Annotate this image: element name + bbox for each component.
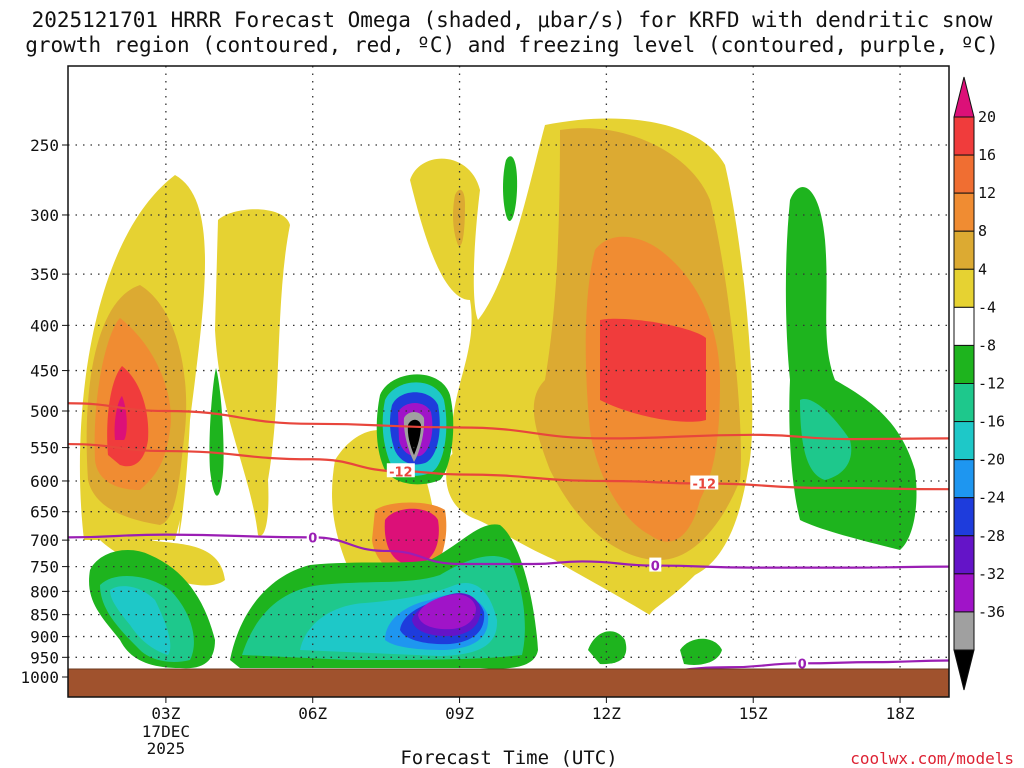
title-line-2: growth region (contoured, red, ºC) and f…	[25, 33, 999, 57]
omega-region-neg40-circle	[407, 419, 421, 455]
x-tick-label: 09Z	[445, 704, 474, 723]
contour-label: 0	[798, 657, 807, 672]
colorbar-swatch	[953, 383, 975, 423]
colorbar-label: 20	[978, 108, 996, 126]
colorbar-swatch	[953, 344, 975, 384]
colorbar-swatch	[953, 459, 975, 499]
x-tick-sublabel: 17DEC	[142, 722, 190, 741]
contour-line	[67, 402, 950, 441]
colorbar-label: -12	[978, 375, 1005, 393]
colorbar-label: -36	[978, 603, 1005, 621]
y-tick-label: 450	[30, 362, 59, 381]
y-tick-label: 350	[30, 265, 59, 284]
y-tick-label: 600	[30, 472, 59, 491]
contour-label: 0	[308, 531, 317, 546]
y-tick-label: 300	[30, 206, 59, 225]
y-tick-label: 400	[30, 316, 59, 335]
contour-line	[67, 533, 950, 569]
y-tick-label: 550	[30, 439, 59, 458]
colorbar-swatch	[953, 535, 975, 575]
contour-line	[67, 442, 950, 491]
colorbar-label: -28	[978, 527, 1005, 545]
colorbar-label: -20	[978, 451, 1005, 469]
colorbar-swatch	[953, 154, 975, 194]
colorbar: 20 16 12 8 4 -4 -8 -12 -16 -20 -24 -28 -32 -36	[953, 76, 1005, 691]
colorbar-label: -32	[978, 565, 1005, 583]
x-tick-label: 15Z	[739, 704, 768, 723]
omega-region-neg28-lower-center	[418, 594, 476, 630]
omega-region-neg4-col	[209, 368, 224, 496]
colorbar-label: -16	[978, 413, 1005, 431]
y-axis: 250 300 350 400 450 500 550 600 650 700 750 800 850 9…	[20, 136, 68, 687]
x-tick-label: 03Z	[151, 704, 180, 723]
contours: -12 -12 0 0 0	[67, 402, 950, 675]
colorbar-swatch	[953, 573, 975, 613]
y-tick-label: 700	[30, 531, 59, 550]
chart-title: 2025121701 HRRR Forecast Omega (shaded, …	[0, 8, 1024, 58]
omega-field	[79, 118, 917, 669]
colorbar-label: 4	[978, 260, 987, 278]
colorbar-swatch	[953, 116, 975, 156]
contour-label-bg	[306, 529, 319, 544]
omega-region-neg12-lower-left	[110, 586, 171, 655]
colorbar-swatch	[953, 497, 975, 537]
y-tick-label: 900	[30, 628, 59, 647]
contour-label-bg	[690, 475, 719, 490]
contour-label-bg	[386, 463, 415, 478]
colorbar-label: 12	[978, 184, 996, 202]
colorbar-swatch	[953, 230, 975, 270]
x-tick-sublabel: 2025	[147, 739, 186, 758]
colorbar-label: 16	[978, 146, 996, 164]
y-tick-label: 650	[30, 503, 59, 522]
contour-label: -12	[693, 478, 717, 493]
y-tick-label: 950	[30, 648, 59, 667]
omega-region-pos8-center	[453, 189, 465, 246]
colorbar-swatch	[953, 192, 975, 232]
colorbar-top-arrow	[953, 76, 975, 118]
omega-region-neg4-lower-right-a	[588, 631, 627, 665]
colorbar-swatch	[953, 421, 975, 461]
colorbar-label: 8	[978, 222, 987, 240]
ground-strip	[68, 669, 949, 697]
colorbar-label: -8	[978, 336, 996, 354]
colorbar-bottom-arrow	[953, 649, 975, 691]
x-tick-label: 06Z	[298, 704, 327, 723]
colorbar-swatch	[953, 268, 975, 308]
omega-region-neg4-lower-right-b	[680, 638, 722, 665]
y-tick-label: 800	[30, 582, 59, 601]
colorbar-label: -4	[978, 298, 996, 316]
contour-label-bg	[649, 557, 662, 572]
x-tick-label: 12Z	[592, 704, 621, 723]
omega-region-pos16-left	[107, 366, 149, 467]
omega-region-pos4-col2	[215, 209, 290, 536]
omega-region-neg4-top	[503, 156, 518, 221]
x-tick-label: 18Z	[886, 704, 915, 723]
x-axis-title: Forecast Time (UTC)	[400, 747, 617, 768]
title-line-1: 2025121701 HRRR Forecast Omega (shaded, …	[31, 8, 993, 32]
colorbar-label: -24	[978, 489, 1005, 507]
y-tick-label: 500	[30, 402, 59, 421]
y-tick-label: 850	[30, 606, 59, 625]
contour-label-bg	[796, 655, 809, 670]
y-tick-label: 250	[30, 136, 59, 155]
colorbar-swatch	[953, 306, 975, 346]
contour-label: 0	[651, 560, 660, 575]
contour-label: -12	[389, 465, 413, 480]
credit-text[interactable]: coolwx.com/models	[850, 749, 1014, 768]
y-tick-label: 1000	[20, 668, 59, 687]
colorbar-swatch	[953, 611, 975, 651]
y-tick-label: 750	[30, 558, 59, 577]
